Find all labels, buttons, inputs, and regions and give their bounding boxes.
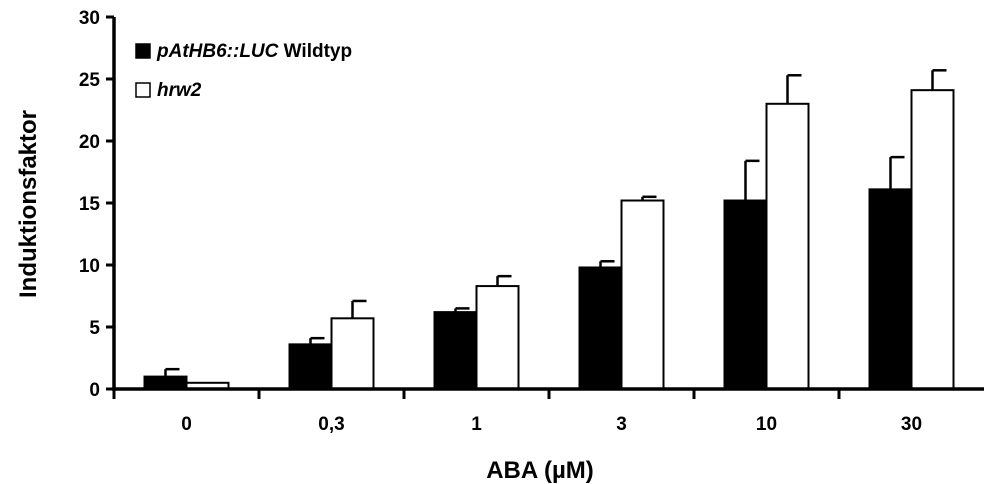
legend-item-hrw2: hrw2 — [135, 80, 202, 101]
legend: pAtHB6::LUC Wildtyp hrw2 — [135, 41, 352, 101]
bar-wildtyp-5 — [868, 188, 913, 390]
y-tick-label-30: 30 — [79, 8, 100, 29]
legend-swatch-wildtyp — [135, 43, 151, 59]
legend-label-wildtyp-plain: Wildtyp — [278, 41, 352, 62]
y-tick-label-0: 0 — [89, 380, 100, 401]
bar-wildtyp-0 — [143, 375, 188, 391]
tick-labels-layer: 0 5 10 15 20 25 30 0 0,3 1 3 10 30 — [79, 8, 922, 435]
axes-layer — [106, 15, 984, 399]
legend-label-hrw2: hrw2 — [157, 80, 202, 101]
bar-hrw2-1 — [330, 317, 375, 391]
error-bar-hrw2-2 — [496, 274, 512, 287]
error-bar-wildtyp-1 — [309, 336, 325, 345]
y-tick-label-20: 20 — [79, 132, 100, 153]
error-bar-wildtyp-3 — [599, 260, 615, 268]
error-bar-hrw2-5 — [931, 69, 947, 91]
x-axis-title: ABA (µM) — [486, 457, 594, 484]
x-tick-label-5: 30 — [901, 414, 922, 435]
error-bar-hrw2-3 — [641, 195, 657, 201]
x-tick-label-0: 0 — [181, 414, 192, 435]
error-bars-layer — [164, 69, 947, 377]
legend-item-wildtyp: pAtHB6::LUC Wildtyp — [135, 41, 352, 62]
bar-wildtyp-3 — [578, 266, 623, 391]
error-bar-wildtyp-2 — [454, 307, 470, 313]
bar-hrw2-3 — [620, 199, 665, 390]
error-bar-wildtyp-5 — [889, 155, 905, 190]
bar-wildtyp-4 — [723, 199, 768, 390]
bar-hrw2-2 — [475, 285, 520, 390]
bars-layer — [143, 89, 955, 391]
y-tick-label-10: 10 — [79, 256, 100, 277]
legend-label-wildtyp-italic: pAtHB6::LUC — [156, 41, 279, 62]
legend-label-wildtyp: pAtHB6::LUC Wildtyp — [156, 41, 352, 62]
bar-hrw2-4 — [765, 102, 810, 391]
y-tick-label-5: 5 — [89, 318, 100, 339]
legend-swatch-hrw2 — [135, 82, 151, 98]
x-tick-label-1: 0,3 — [318, 414, 344, 435]
y-axis-title: Induktionsfaktor — [15, 110, 42, 298]
error-bar-wildtyp-0 — [164, 367, 180, 377]
x-tick-label-3: 3 — [616, 414, 627, 435]
y-tick-label-25: 25 — [79, 70, 101, 91]
error-bar-hrw2-4 — [786, 74, 802, 104]
x-tick-label-2: 1 — [471, 414, 482, 435]
bar-wildtyp-2 — [433, 311, 478, 390]
bar-hrw2-5 — [910, 89, 955, 390]
error-bar-hrw2-1 — [351, 299, 367, 319]
error-bar-wildtyp-4 — [744, 159, 760, 201]
x-tick-label-4: 10 — [756, 414, 777, 435]
y-tick-label-15: 15 — [79, 194, 101, 215]
bar-wildtyp-1 — [288, 343, 333, 390]
